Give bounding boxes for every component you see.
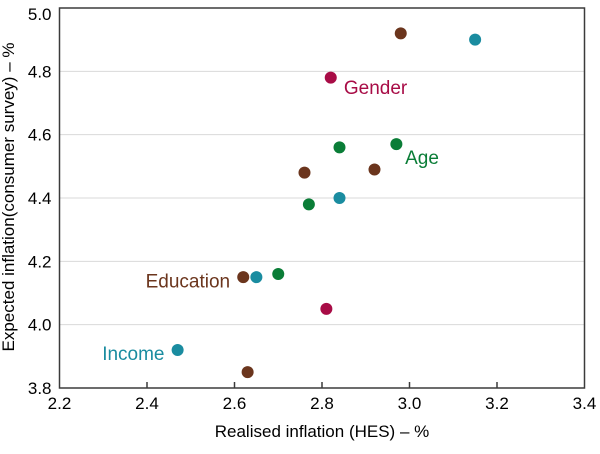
data-points [171, 27, 482, 379]
point-education [394, 27, 407, 40]
point-education [241, 366, 254, 379]
y-tick-label: 4.8 [28, 62, 52, 81]
y-axis-title: Expected inflation(consumer survey) – % [0, 43, 18, 352]
point-education [237, 271, 250, 284]
point-income [250, 271, 263, 284]
point-gender [320, 302, 333, 315]
point-age [302, 198, 315, 211]
y-tick-label: 4.4 [28, 189, 52, 208]
series-label-income: Income [102, 344, 164, 365]
x-tick-label: 3.0 [398, 394, 422, 413]
y-tick-label: 5.0 [28, 5, 52, 24]
x-tick-label: 2.2 [48, 394, 72, 413]
y-tick-label: 3.8 [28, 379, 52, 398]
y-tick-label: 4.2 [28, 252, 52, 271]
x-tick-label: 2.6 [223, 394, 247, 413]
x-tick-label: 2.8 [310, 394, 334, 413]
point-gender [324, 71, 337, 84]
x-tick-label: 2.4 [135, 394, 159, 413]
x-axis-ticks: 2.2 2.4 2.6 2.8 3.0 3.2 3.4 [48, 382, 597, 413]
point-education [368, 163, 381, 176]
series-label-gender: Gender [344, 78, 408, 99]
x-tick-label: 3.2 [485, 394, 509, 413]
series-labels: Income Education Age Gender [102, 78, 439, 365]
x-axis-title: Realised inflation (HES) – % [215, 422, 429, 441]
point-income [171, 344, 184, 356]
point-income [333, 192, 346, 204]
gridlines [59, 70, 585, 326]
x-tick-label: 3.4 [573, 394, 597, 413]
y-axis-ticks: 5.0 4.8 4.6 4.4 4.2 4.0 3.8 [28, 5, 52, 398]
point-age [272, 268, 285, 280]
point-income [469, 33, 482, 46]
y-tick-label: 4.6 [28, 126, 52, 145]
series-label-age: Age [405, 148, 439, 169]
point-age [390, 138, 403, 151]
point-age [333, 141, 346, 154]
point-education [298, 166, 311, 179]
series-label-education: Education [146, 271, 231, 292]
y-tick-label: 4.0 [28, 316, 52, 335]
